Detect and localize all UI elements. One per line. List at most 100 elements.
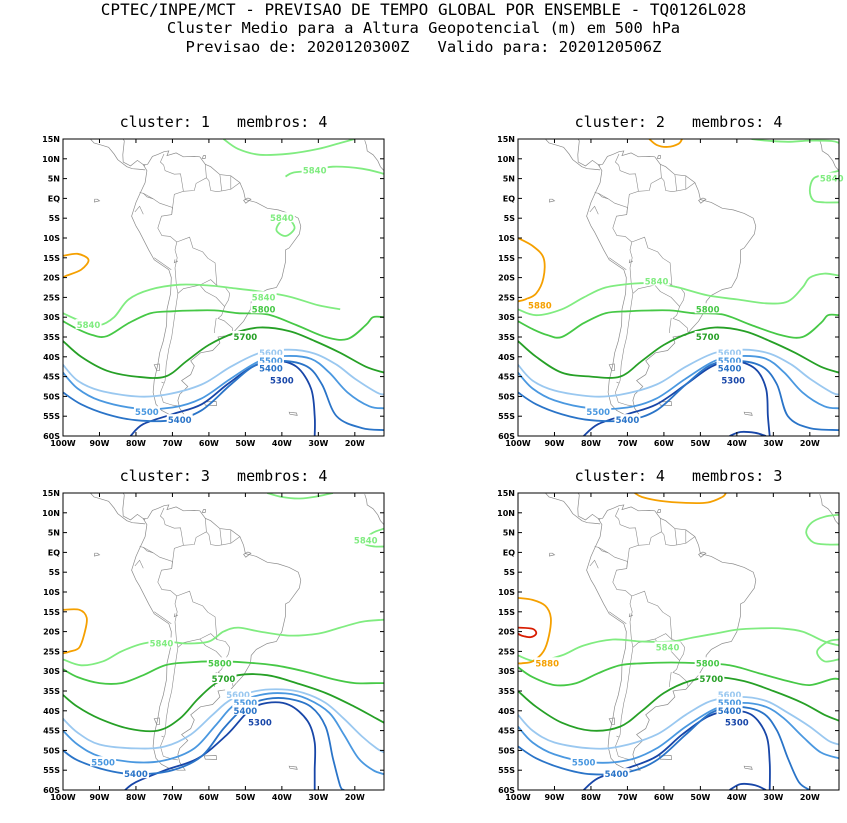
contour-label: 5840 [645,278,669,288]
contour-5800 [63,309,384,341]
island [118,107,157,120]
lon-tick-label: 50W [690,439,710,448]
contour-label-bg [694,657,721,668]
lat-tick-label: 35S [43,333,60,342]
lat-tick-label: 60S [498,432,515,441]
chart-title: CPTEC/INPE/MCT - PREVISAO DE TEMPO GLOBA… [100,0,747,19]
axis-layer: 15N10N5NEQ5S10S15S20S25S30S35S40S45S50S5… [497,135,839,448]
contour-layer [518,139,839,436]
country-border [638,164,662,192]
lat-tick-label: 10S [498,234,515,243]
contour-5800 [518,661,839,687]
contour-label: 5600 [226,691,250,701]
contour-5840 [285,165,384,178]
lat-tick-label: 30S [498,313,515,322]
map-frame [517,492,840,791]
lat-tick-label: 25S [43,647,60,656]
island [611,120,633,127]
country-border [176,590,218,648]
contour-5840 [751,139,839,144]
island [183,125,189,127]
africa-coast [819,494,839,526]
africa-coast [820,139,821,140]
lon-tick-label: 60W [199,439,219,448]
contour-5880 [634,493,727,505]
lat-tick-label: 35S [43,687,60,696]
country-border [217,306,234,333]
island [608,717,616,725]
island [656,155,661,159]
contour-5400 [518,359,839,431]
contour-label-bg [257,362,284,373]
coastline-layer [544,474,839,771]
contour-5840 [267,493,334,500]
island [288,411,298,416]
contour-5880 [63,252,90,279]
lat-tick-label: 40S [43,707,60,716]
contour-label: 5400 [616,416,640,426]
lat-tick-label: 60S [43,432,60,441]
contour-label-bg [232,704,259,715]
map-panel-cluster-3: cluster: 3 membros: 4 5840 5840 5800 5700 56… [0,467,400,823]
lon-tick-label: 20W [345,793,365,802]
lon-tick-label: 70W [617,439,637,448]
lon-tick-label: 80W [581,793,601,802]
contour-label: 5400 [234,707,258,717]
coastline-layer [544,107,839,417]
country-border [206,528,223,547]
lat-tick-label: 5N [503,175,515,184]
contour-label: 5840 [252,293,276,303]
country-border [154,257,172,270]
country-border [631,590,673,648]
lat-tick-label: 35S [498,687,515,696]
contour-label: 5500 [234,699,258,709]
lat-tick-label: 25S [43,293,60,302]
lat-tick-label: 20S [43,628,60,637]
panel-title: cluster: 4 membros: 3 [574,467,783,485]
country-border [589,205,599,215]
lat-tick-label: 15N [497,489,515,498]
contour-label: 5500 [135,408,159,418]
contour-label: 5600 [718,349,742,359]
lat-tick-label: 5N [48,529,60,538]
country-border [661,174,678,193]
contour-5840 [518,272,839,317]
country-border [134,205,144,215]
map-panel-cluster-2: cluster: 2 membros: 4 5840 5880 5840 5800 57… [455,113,847,469]
country-border [609,257,627,270]
lon-tick-label: 40W [272,439,292,448]
island [611,474,633,481]
lon-tick-label: 40W [727,793,747,802]
contour-label: 5800 [696,305,720,315]
contour-5920 [518,626,538,639]
central-america-coast [544,493,601,525]
contour-5840 [816,638,839,663]
contour-label: 5800 [208,659,232,669]
contour-label-bg [603,768,630,779]
country-border [143,547,154,554]
contour-label: 5840 [303,167,327,177]
island [142,480,149,483]
island [608,363,616,371]
lake [173,613,179,618]
contour-5880 [63,608,88,655]
contour-label: 5700 [696,333,720,343]
island [156,120,178,127]
contour-label-bg [643,275,670,286]
lat-tick-label: 15S [498,254,515,263]
island [243,197,252,204]
central-america-coast [577,493,601,521]
lon-tick-label: 70W [617,793,637,802]
lake [161,735,164,738]
contour-label: 5300 [721,377,745,387]
lat-tick-label: 55S [43,766,60,775]
lake [616,735,619,738]
country-border [615,153,639,215]
lon-tick-label: 60W [654,793,674,802]
country-border [615,621,634,761]
contour-label: 5840 [150,639,174,649]
island [573,107,612,120]
map-svg: 5840584058405840580057005600550054005300… [42,120,385,448]
axis-layer: 15N10N5NEQ5S10S15S20S25S30S35S40S45S50S5… [42,135,384,448]
island [638,479,644,481]
